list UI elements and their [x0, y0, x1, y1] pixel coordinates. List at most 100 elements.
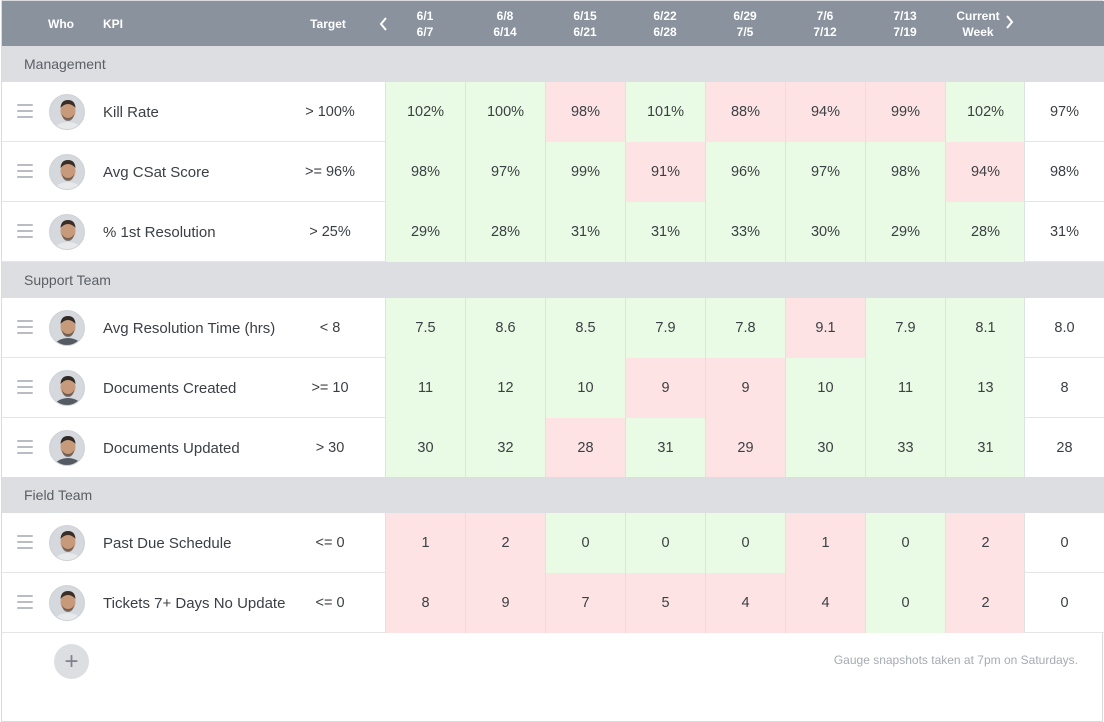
kpi-row[interactable]: Avg CSat Score >= 96% 98% 97% 99% 91% 96% 97% 98…: [2, 142, 1104, 202]
week-value-cell[interactable]: 29%: [385, 202, 465, 262]
week-value-cell[interactable]: 88%: [705, 82, 785, 142]
drag-handle-icon[interactable]: [17, 320, 33, 334]
week-value-cell[interactable]: 98%: [385, 142, 465, 202]
week-value-cell[interactable]: 28%: [945, 202, 1025, 262]
drag-handle-icon[interactable]: [17, 380, 33, 394]
drag-handle-icon[interactable]: [17, 104, 33, 118]
week-value-cell[interactable]: 0: [625, 513, 705, 573]
kpi-name[interactable]: Documents Created: [103, 379, 237, 397]
week-start-date: 6/8: [496, 8, 514, 23]
week-value-cell[interactable]: 2: [465, 513, 545, 573]
avatar: [49, 525, 85, 561]
week-value-cell[interactable]: 5: [625, 573, 705, 633]
week-value-cell[interactable]: 99%: [545, 142, 625, 202]
kpi-name[interactable]: Tickets 7+ Days No Update: [103, 594, 286, 612]
week-value-cell[interactable]: 32: [465, 418, 545, 478]
week-value-cell[interactable]: 1: [785, 513, 865, 573]
next-weeks-button[interactable]: [1004, 14, 1014, 33]
week-value-cell[interactable]: 91%: [625, 142, 705, 202]
week-value-cell[interactable]: 29%: [865, 202, 945, 262]
week-value-cell[interactable]: 13: [945, 358, 1025, 418]
week-value-cell[interactable]: 94%: [945, 142, 1025, 202]
kpi-name[interactable]: % 1st Resolution: [103, 223, 216, 241]
week-value-cell[interactable]: 0: [865, 573, 945, 633]
week-value-cell[interactable]: 8: [385, 573, 465, 633]
week-value-cell[interactable]: 28%: [465, 202, 545, 262]
week-value-cell[interactable]: 97%: [465, 142, 545, 202]
add-kpi-button[interactable]: +: [54, 644, 89, 679]
week-value-cell[interactable]: 100%: [465, 82, 545, 142]
week-value-cell[interactable]: 33%: [705, 202, 785, 262]
week-value-cell[interactable]: 7.8: [705, 298, 785, 358]
week-value-cell[interactable]: 12: [465, 358, 545, 418]
kpi-row[interactable]: Documents Created >= 10 11 12 10 9 9 10 11 13 8: [2, 358, 1104, 418]
week-value-cell[interactable]: 28: [545, 418, 625, 478]
week-value-cell[interactable]: 0: [705, 513, 785, 573]
week-value-cell[interactable]: 10: [545, 358, 625, 418]
kpi-name[interactable]: Documents Updated: [103, 439, 240, 457]
week-value-cell[interactable]: 98%: [865, 142, 945, 202]
week-value-cell[interactable]: 0: [545, 513, 625, 573]
week-value-cell[interactable]: 29: [705, 418, 785, 478]
week-value-cell[interactable]: 7: [545, 573, 625, 633]
current-week-label-2: Week: [962, 24, 994, 39]
week-value-cell[interactable]: 10: [785, 358, 865, 418]
week-value-cell[interactable]: 9: [465, 573, 545, 633]
kpi-row[interactable]: % 1st Resolution > 25% 29% 28% 31% 31% 33% 30% 2…: [2, 202, 1104, 262]
week-value-cell[interactable]: 31%: [545, 202, 625, 262]
week-value-cell[interactable]: 8.1: [945, 298, 1025, 358]
week-value-cell[interactable]: 2: [945, 513, 1025, 573]
week-value-cell[interactable]: 33: [865, 418, 945, 478]
week-value-cell[interactable]: 30%: [785, 202, 865, 262]
current-value-cell: 0: [1024, 513, 1104, 573]
drag-handle-icon[interactable]: [17, 595, 33, 609]
week-value-cell[interactable]: 2: [945, 573, 1025, 633]
week-value-cell[interactable]: 4: [785, 573, 865, 633]
column-header-week: 7/13 7/19: [865, 1, 945, 46]
kpi-row[interactable]: Avg Resolution Time (hrs) < 8 7.5 8.6 8.5 7.9…: [2, 298, 1104, 358]
drag-handle-icon[interactable]: [17, 535, 33, 549]
kpi-name[interactable]: Past Due Schedule: [103, 534, 232, 552]
week-value-cell[interactable]: 31: [945, 418, 1025, 478]
week-value-cell[interactable]: 31%: [625, 202, 705, 262]
week-value-cell[interactable]: 97%: [785, 142, 865, 202]
week-value-cell[interactable]: 30: [785, 418, 865, 478]
section-header: Management: [2, 46, 1104, 82]
week-start-date: 7/13: [893, 8, 917, 23]
week-value-cell[interactable]: 102%: [945, 82, 1025, 142]
kpi-name[interactable]: Kill Rate: [103, 103, 159, 121]
week-value-cell[interactable]: 102%: [385, 82, 465, 142]
previous-weeks-button[interactable]: [374, 1, 394, 46]
week-value-cell[interactable]: 1: [385, 513, 465, 573]
week-value-cell[interactable]: 9.1: [785, 298, 865, 358]
avatar: [49, 154, 85, 190]
week-value-cell[interactable]: 11: [865, 358, 945, 418]
week-value-cell[interactable]: 7.9: [865, 298, 945, 358]
kpi-name[interactable]: Avg CSat Score: [103, 163, 210, 181]
week-value-cell[interactable]: 0: [865, 513, 945, 573]
week-value-cell[interactable]: 94%: [785, 82, 865, 142]
week-value-cell[interactable]: 7.5: [385, 298, 465, 358]
week-value-cell[interactable]: 9: [705, 358, 785, 418]
week-value-cell[interactable]: 11: [385, 358, 465, 418]
kpi-row[interactable]: Documents Updated > 30 30 32 28 31 29 30 33 31 28: [2, 418, 1104, 478]
week-value-cell[interactable]: 8.6: [465, 298, 545, 358]
week-value-cell[interactable]: 9: [625, 358, 705, 418]
drag-handle-icon[interactable]: [17, 224, 33, 238]
drag-handle-icon[interactable]: [17, 164, 33, 178]
column-header-current-week: Current Week: [945, 1, 1025, 46]
kpi-name[interactable]: Avg Resolution Time (hrs): [103, 319, 276, 337]
week-value-cell[interactable]: 31: [625, 418, 705, 478]
kpi-row[interactable]: Kill Rate > 100% 102% 100% 98% 101% 88% 94% 99% 1…: [2, 82, 1104, 142]
week-value-cell[interactable]: 7.9: [625, 298, 705, 358]
week-value-cell[interactable]: 99%: [865, 82, 945, 142]
week-value-cell[interactable]: 98%: [545, 82, 625, 142]
week-value-cell[interactable]: 30: [385, 418, 465, 478]
week-value-cell[interactable]: 8.5: [545, 298, 625, 358]
drag-handle-icon[interactable]: [17, 440, 33, 454]
week-value-cell[interactable]: 96%: [705, 142, 785, 202]
week-value-cell[interactable]: 101%: [625, 82, 705, 142]
week-value-cell[interactable]: 4: [705, 573, 785, 633]
